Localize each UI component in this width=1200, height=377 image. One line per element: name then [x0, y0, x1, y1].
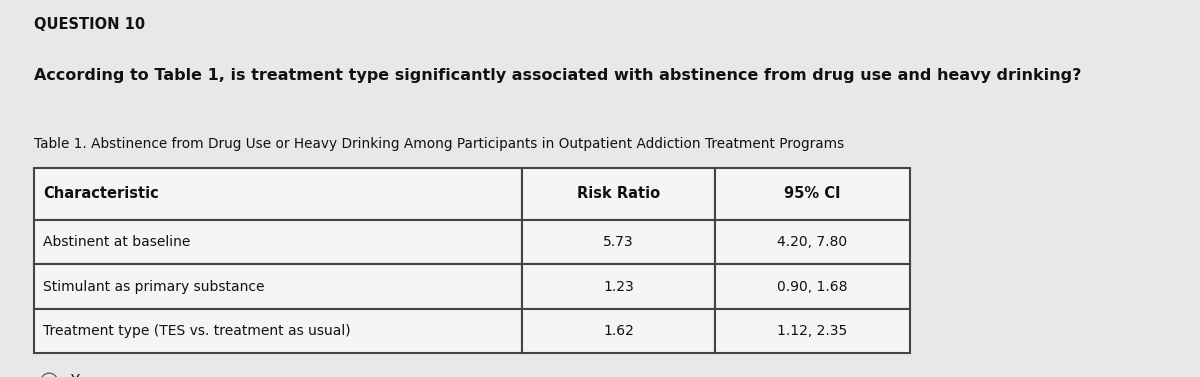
Text: Table 1. Abstinence from Drug Use or Heavy Drinking Among Participants in Outpat: Table 1. Abstinence from Drug Use or Hea… — [34, 137, 844, 151]
Text: Risk Ratio: Risk Ratio — [577, 186, 660, 201]
Text: 95% CI: 95% CI — [784, 186, 841, 201]
Bar — [715, 168, 910, 220]
Text: Yes: Yes — [70, 374, 94, 377]
Text: Stimulant as primary substance: Stimulant as primary substance — [43, 279, 265, 294]
Bar — [34, 168, 522, 220]
Bar — [715, 264, 910, 309]
Text: 0.90, 1.68: 0.90, 1.68 — [778, 279, 847, 294]
Text: 4.20, 7.80: 4.20, 7.80 — [778, 235, 847, 249]
Bar — [522, 264, 715, 309]
Bar — [34, 220, 522, 264]
Bar — [522, 220, 715, 264]
Bar — [715, 309, 910, 353]
Bar — [522, 168, 715, 220]
Text: Abstinent at baseline: Abstinent at baseline — [43, 235, 191, 249]
Bar — [34, 309, 522, 353]
Text: 5.73: 5.73 — [604, 235, 634, 249]
Text: 1.12, 2.35: 1.12, 2.35 — [778, 324, 847, 338]
Text: Characteristic: Characteristic — [43, 186, 158, 201]
Text: Treatment type (TES vs. treatment as usual): Treatment type (TES vs. treatment as usu… — [43, 324, 350, 338]
Text: According to Table 1, is treatment type significantly associated with abstinence: According to Table 1, is treatment type … — [34, 68, 1081, 83]
Bar — [715, 220, 910, 264]
Text: QUESTION 10: QUESTION 10 — [34, 17, 145, 32]
Bar — [522, 309, 715, 353]
Text: 1.62: 1.62 — [604, 324, 634, 338]
Bar — [34, 264, 522, 309]
Text: 1.23: 1.23 — [604, 279, 634, 294]
